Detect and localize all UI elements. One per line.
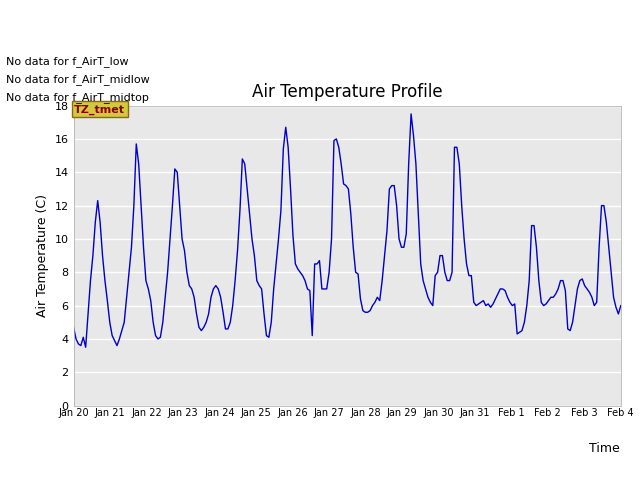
X-axis label: Time: Time [589,442,620,455]
Text: No data for f_AirT_midlow: No data for f_AirT_midlow [6,74,150,85]
Y-axis label: Air Temperature (C): Air Temperature (C) [36,194,49,317]
Text: TZ_tmet: TZ_tmet [74,104,125,115]
Text: No data for f_AirT_midtop: No data for f_AirT_midtop [6,92,149,103]
Title: Air Temperature Profile: Air Temperature Profile [252,83,442,101]
Text: No data for f_AirT_low: No data for f_AirT_low [6,56,129,67]
